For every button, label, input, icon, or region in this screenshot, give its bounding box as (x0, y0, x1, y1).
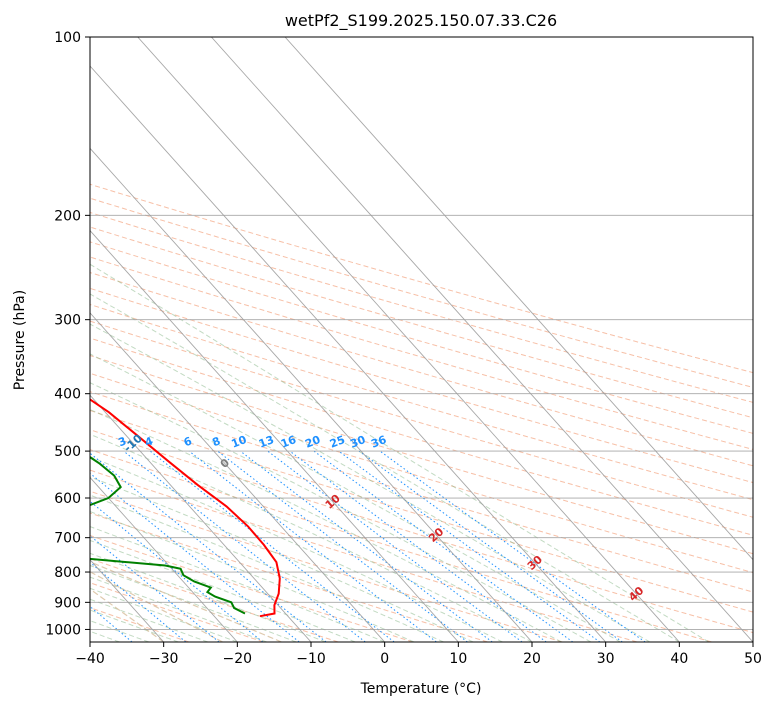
dry-adiabat-line (90, 183, 753, 374)
x-tick-label: −10 (296, 651, 326, 667)
x-tick-label: 0 (380, 651, 389, 667)
dewpoint-line (90, 455, 246, 615)
moist-adiabat-line (90, 409, 562, 642)
mixing-ratio-label: 10 (230, 433, 249, 451)
dry-adiabat-line (90, 449, 712, 642)
mixing-ratio-label: 16 (279, 433, 298, 451)
isotherm-line (90, 229, 459, 642)
y-tick-label: 700 (54, 531, 81, 547)
mixing-ratio-line (358, 450, 623, 642)
y-tick-label: 400 (54, 387, 81, 403)
mixing-ratio-line (90, 535, 220, 642)
moist-adiabat-line (90, 598, 209, 642)
x-tick-label: 10 (449, 651, 467, 667)
dry-adiabat-line (90, 469, 638, 642)
plot-frame (89, 36, 754, 643)
mixing-ratio-line (90, 605, 133, 642)
mixing-ratio-label: 8 (210, 434, 222, 449)
y-tick-label: 500 (54, 444, 81, 460)
mixing-ratio-label: 30 (348, 433, 367, 451)
x-tick-label: −30 (149, 651, 179, 667)
mixing-ratio-line (239, 450, 493, 642)
y-tick-label: 600 (54, 491, 81, 507)
mixing-ratio-label: 3 (116, 434, 128, 449)
moist-adiabat-line (90, 382, 592, 642)
dry-adiabat-line (90, 512, 488, 642)
dry-adiabat-line (90, 226, 753, 419)
series-layer (90, 398, 281, 618)
dry-adiabat-line (90, 354, 753, 555)
mixing-ratio-line (90, 561, 187, 642)
dry-adiabat-line (90, 582, 264, 642)
dry-adiabat-line (90, 320, 753, 518)
isotherm-line (284, 37, 753, 561)
isotherm-line (90, 65, 607, 642)
mixing-ratio-label: 36 (369, 433, 388, 451)
saturation-curve-line (90, 588, 165, 642)
dry-adiabat-line (90, 241, 753, 434)
mixing-ratio-line (217, 450, 468, 642)
x-tick-label: 20 (523, 651, 541, 667)
saturation-curve-line (90, 561, 282, 642)
moist-adiabat-line (90, 263, 710, 642)
y-tick-label: 800 (54, 565, 81, 581)
x-tick-label: 30 (597, 651, 615, 667)
x-tick-label: 50 (744, 651, 762, 667)
moist-adiabat-line (90, 511, 415, 642)
moist-adiabat-line (90, 564, 297, 642)
y-axis-title: Pressure (hPa) (12, 290, 28, 390)
mixing-ratio-line (313, 450, 574, 642)
moist-adiabat-line (90, 576, 267, 642)
mixing-ratio-label: 25 (328, 433, 347, 451)
axis-layer: −40 −30 −20 −10 0 10 20 30 40 50 100 200 300 400 500 60… (45, 30, 762, 667)
x-tick-label: −20 (223, 651, 253, 667)
y-tick-label: 1000 (45, 622, 81, 638)
x-tick-label: −40 (75, 651, 105, 667)
mixing-ratio-line (90, 500, 264, 642)
moist-adiabat-line (90, 587, 238, 642)
x-tick-label: 40 (670, 651, 688, 667)
dry-adiabat-line (90, 534, 414, 642)
mixing-ratio-line (379, 450, 646, 642)
y-tick-label: 900 (54, 595, 81, 611)
dry-adiabat-line (90, 256, 753, 450)
chart-title: wetPf2_S199.2025.150.07.33.C26 (285, 11, 557, 31)
x-axis-title: Temperature (°C) (360, 681, 482, 697)
isotherm-line (137, 37, 680, 642)
moist-adiabat-line (90, 323, 651, 642)
mixing-ratio-label: 13 (257, 433, 276, 451)
dry-adiabat-line (90, 211, 753, 403)
isotherm-line (90, 476, 238, 642)
y-tick-label: 300 (54, 313, 81, 329)
isotherm-line (90, 394, 312, 642)
grid-layer (90, 37, 753, 642)
moist-adiabat-line (90, 293, 680, 642)
isotherm-line (90, 147, 533, 642)
mixing-ratio-line (90, 452, 327, 642)
isotherm-line (211, 37, 753, 642)
mixing-ratio-line (338, 450, 601, 642)
temperature-line (90, 398, 281, 618)
dry-adiabat-line (90, 197, 753, 388)
moist-adiabat-line (90, 539, 356, 642)
moist-adiabat-line (90, 476, 474, 642)
dry-adiabat-line (90, 409, 753, 613)
mixing-ratio-line (188, 450, 437, 642)
moist-adiabat-line (90, 433, 533, 642)
moist-adiabat-line (90, 456, 503, 642)
isotherm-line (90, 312, 386, 642)
mixing-ratio-label: 20 (303, 433, 322, 451)
mixing-ratio-line (90, 472, 300, 642)
dry-adiabat-line (90, 372, 753, 574)
y-tick-label: 100 (54, 30, 81, 46)
y-tick-label: 200 (54, 208, 81, 224)
